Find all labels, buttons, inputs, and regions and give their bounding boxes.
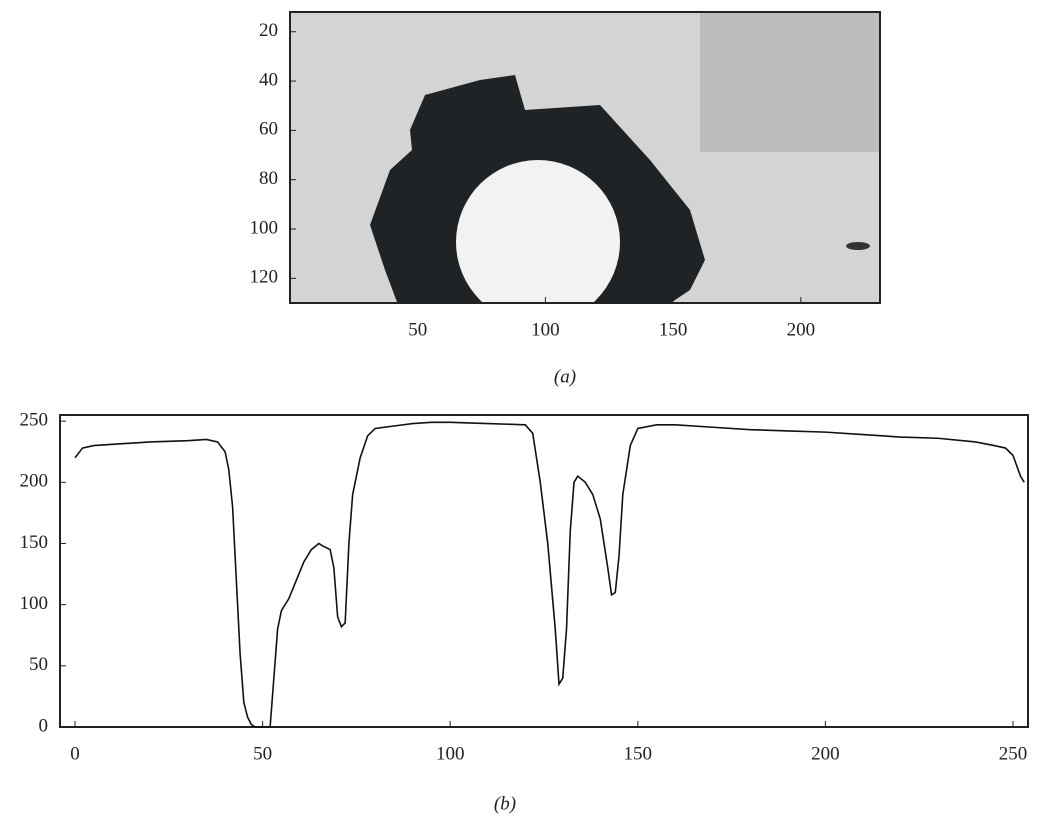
x-tick-label: 250 [999, 743, 1028, 764]
x-tick-label: 150 [624, 743, 653, 764]
y-tick-label: 250 [20, 409, 49, 430]
x-tick-label: 0 [70, 743, 80, 764]
x-tick-label: 50 [408, 319, 427, 340]
y-tick-label: 40 [259, 69, 278, 90]
x-tick-label: 100 [531, 319, 560, 340]
y-tick-label: 100 [250, 217, 279, 238]
x-tick-label: 200 [811, 743, 840, 764]
caption: (a) [554, 366, 576, 387]
plot-frame [59, 414, 1029, 728]
y-tick-label: 200 [20, 471, 49, 492]
x-tick-label: 200 [787, 319, 816, 340]
x-tick-label: 150 [659, 319, 688, 340]
y-tick-label: 120 [250, 267, 279, 288]
plot-frame [289, 11, 881, 304]
x-tick-label: 100 [436, 743, 465, 764]
line-series [74, 421, 1025, 728]
y-tick-label: 60 [259, 119, 278, 140]
gear-image [290, 12, 880, 303]
y-tick-label: 50 [29, 654, 48, 675]
x-tick-label: 50 [253, 743, 272, 764]
y-tick-label: 150 [20, 532, 49, 553]
y-tick-label: 0 [39, 715, 49, 736]
caption: (b) [494, 793, 516, 814]
y-tick-label: 80 [259, 168, 278, 189]
y-tick-label: 20 [259, 20, 278, 41]
y-tick-label: 100 [20, 593, 49, 614]
